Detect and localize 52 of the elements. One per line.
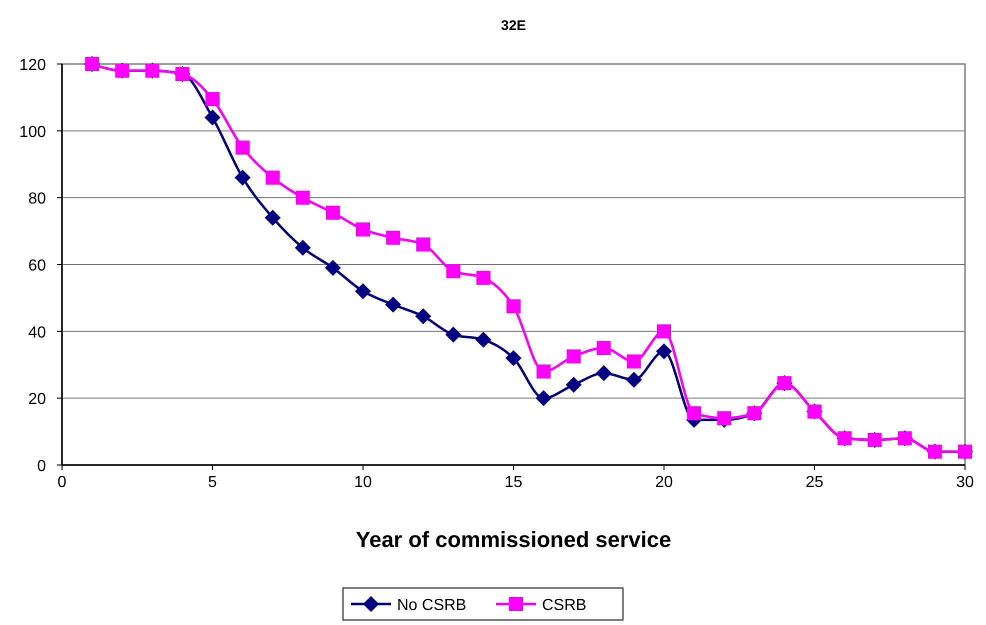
x-tick-label: 15 bbox=[504, 474, 522, 491]
x-tick-label: 30 bbox=[956, 474, 974, 491]
point bbox=[566, 376, 582, 393]
point bbox=[506, 299, 520, 314]
point bbox=[476, 270, 490, 285]
x-tick-label: 0 bbox=[58, 474, 67, 491]
point bbox=[206, 92, 220, 106]
point bbox=[656, 343, 672, 360]
y-tick-label: 120 bbox=[19, 57, 46, 74]
point bbox=[326, 206, 340, 220]
x-tick-label: 20 bbox=[655, 474, 673, 491]
y-tick-label: 20 bbox=[28, 391, 46, 408]
point bbox=[355, 283, 371, 300]
point bbox=[506, 350, 522, 366]
point bbox=[236, 140, 250, 155]
chart-title: 32E bbox=[501, 17, 526, 33]
point bbox=[536, 364, 551, 378]
y-tick-label: 60 bbox=[28, 258, 46, 274]
y-tick-label: 100 bbox=[19, 124, 46, 141]
point bbox=[324, 260, 341, 276]
point bbox=[296, 190, 310, 205]
legend-label: CSRB bbox=[542, 597, 586, 614]
point bbox=[204, 109, 220, 126]
point bbox=[717, 411, 732, 426]
point bbox=[626, 354, 641, 368]
point bbox=[264, 210, 281, 226]
point bbox=[234, 170, 251, 186]
point bbox=[385, 296, 402, 313]
point bbox=[386, 230, 400, 245]
point bbox=[536, 390, 552, 406]
point bbox=[356, 222, 370, 236]
point bbox=[415, 308, 432, 324]
x-axis-title: Year of commissioned service bbox=[356, 527, 672, 552]
y-tick-label: 40 bbox=[28, 324, 46, 342]
y-tick-label: 0 bbox=[37, 458, 46, 475]
point bbox=[626, 372, 642, 388]
x-tick-label: 10 bbox=[354, 474, 372, 491]
point bbox=[566, 349, 581, 364]
legend-label: No CSRB bbox=[397, 597, 466, 614]
point bbox=[657, 324, 671, 338]
point bbox=[445, 326, 462, 343]
point bbox=[294, 240, 311, 256]
x-tick-label: 5 bbox=[208, 474, 218, 491]
point bbox=[596, 341, 611, 356]
point bbox=[687, 406, 702, 420]
point bbox=[446, 264, 460, 278]
point bbox=[596, 365, 612, 382]
point bbox=[475, 332, 492, 348]
point bbox=[266, 170, 280, 185]
x-tick-label: 25 bbox=[806, 474, 824, 491]
point bbox=[416, 237, 430, 252]
y-tick-label: 80 bbox=[28, 190, 46, 208]
